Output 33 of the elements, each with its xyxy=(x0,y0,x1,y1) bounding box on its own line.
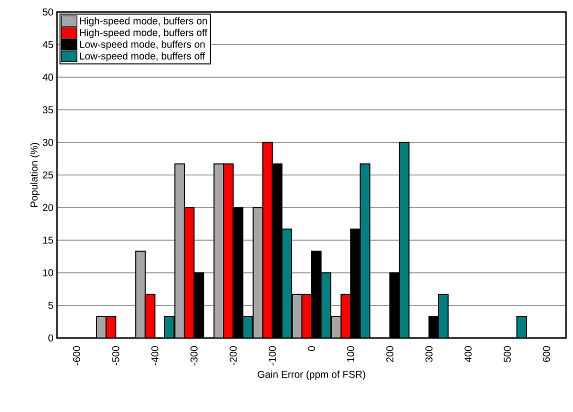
x-tick-label: -600 xyxy=(73,346,80,366)
y-tick-label: 20 xyxy=(42,204,54,212)
y-tick-label: 50 xyxy=(42,8,54,16)
x-tick-label: -400 xyxy=(151,346,158,366)
bar xyxy=(360,164,370,338)
bar xyxy=(253,208,263,338)
legend-label: Low-speed mode, buffers on xyxy=(80,40,205,50)
bar xyxy=(136,251,146,338)
x-tick-label: 300 xyxy=(425,346,432,362)
legend-label: High-speed mode, buffers off xyxy=(80,28,208,38)
y-tick-label: 5 xyxy=(48,302,54,309)
x-tick-label: -500 xyxy=(112,346,120,366)
x-tick-label: -100 xyxy=(268,346,276,366)
x-tick-label: -300 xyxy=(190,346,198,366)
y-tick-label: 45 xyxy=(42,41,54,48)
y-tick-label: 30 xyxy=(42,138,54,146)
y-tick-label: 0 xyxy=(48,334,54,342)
y-tick-label: 40 xyxy=(42,74,54,81)
y-tick-label: 15 xyxy=(43,236,54,244)
y-tick-label: 10 xyxy=(43,269,54,276)
x-tick-label: 600 xyxy=(542,346,550,362)
legend-label: High-speed mode, buffers on xyxy=(80,17,207,26)
x-tick-label: 500 xyxy=(504,346,511,362)
y-tick-label: 25 xyxy=(42,171,54,179)
x-tick-label: 0 xyxy=(308,346,316,351)
y-tick-label: 35 xyxy=(42,106,54,114)
y-axis-title: Population (%) xyxy=(30,142,40,207)
x-axis-title: Gain Error (ppm of FSR) xyxy=(258,370,366,380)
x-tick-label: 100 xyxy=(347,346,354,362)
x-tick-label: -200 xyxy=(230,346,237,366)
x-tick-label: 400 xyxy=(464,346,472,362)
x-tick-label: 200 xyxy=(386,346,394,362)
legend-label: Low-speed mode, buffers off xyxy=(80,52,206,62)
